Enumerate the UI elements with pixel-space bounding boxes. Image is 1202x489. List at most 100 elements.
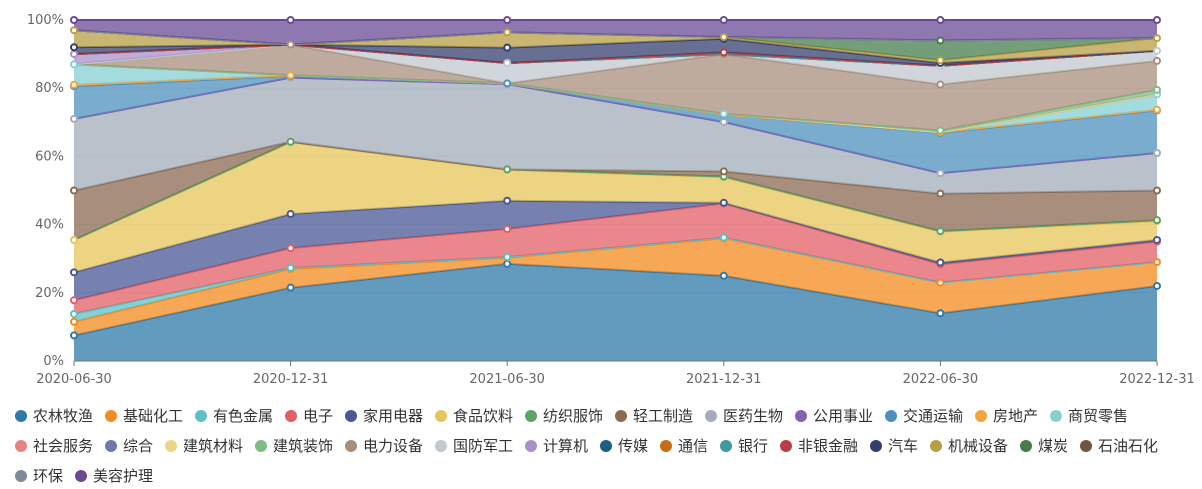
data-point[interactable] — [1153, 281, 1161, 290]
data-point[interactable] — [1153, 216, 1161, 225]
legend-item-农林牧渔[interactable]: 农林牧渔 — [15, 407, 93, 425]
legend-item-非银金融[interactable]: 非银金融 — [780, 437, 858, 455]
data-point[interactable] — [1153, 46, 1161, 55]
legend[interactable]: 农林牧渔 基础化工 有色金属 电子 家用电器 食品饮料 纺织服饰 轻工制造 医药生物 公用事业 交通… — [15, 407, 1158, 485]
data-point[interactable] — [1153, 56, 1161, 65]
data-point[interactable] — [936, 80, 945, 89]
data-point[interactable] — [936, 309, 945, 318]
data-point[interactable] — [70, 235, 78, 244]
data-point[interactable] — [936, 126, 945, 135]
legend-item-家用电器[interactable]: 家用电器 — [345, 407, 423, 425]
data-point[interactable] — [70, 114, 78, 123]
legend-item-社会服务[interactable]: 社会服务 — [15, 437, 93, 455]
legend-marker — [345, 410, 357, 422]
data-point[interactable] — [286, 210, 295, 219]
data-point[interactable] — [70, 80, 78, 89]
data-point[interactable] — [503, 259, 512, 268]
legend-item-食品饮料[interactable]: 食品饮料 — [435, 407, 513, 425]
data-point[interactable] — [1153, 235, 1161, 244]
data-point[interactable] — [286, 40, 295, 49]
legend-item-汽车[interactable]: 汽车 — [870, 437, 918, 455]
data-point[interactable] — [70, 317, 78, 326]
data-point[interactable] — [503, 79, 512, 88]
legend-item-美容护理[interactable]: 美容护理 — [75, 467, 153, 485]
legend-item-商贸零售[interactable]: 商贸零售 — [1050, 407, 1128, 425]
data-point[interactable] — [503, 16, 512, 24]
legend-item-计算机[interactable]: 计算机 — [525, 437, 588, 455]
legend-item-公用事业[interactable]: 公用事业 — [795, 407, 873, 425]
legend-item-电力设备[interactable]: 电力设备 — [345, 437, 423, 455]
data-point[interactable] — [503, 225, 512, 234]
data-point[interactable] — [936, 227, 945, 236]
area-轻工制造 — [74, 141, 1157, 240]
data-point[interactable] — [1153, 85, 1161, 94]
data-point[interactable] — [70, 60, 78, 69]
data-point[interactable] — [503, 58, 512, 67]
data-point[interactable] — [719, 109, 728, 118]
data-point[interactable] — [936, 16, 945, 24]
legend-item-通信[interactable]: 通信 — [660, 437, 708, 455]
data-point[interactable] — [1153, 16, 1161, 24]
data-point[interactable] — [70, 296, 78, 305]
data-point[interactable] — [503, 165, 512, 174]
data-point[interactable] — [286, 71, 295, 80]
data-point[interactable] — [719, 167, 728, 176]
data-point[interactable] — [936, 36, 945, 45]
data-point[interactable] — [1153, 186, 1161, 195]
data-point[interactable] — [503, 252, 512, 261]
legend-item-传媒[interactable]: 传媒 — [600, 437, 648, 455]
legend-item-纺织服饰[interactable]: 纺织服饰 — [525, 407, 603, 425]
legend-item-轻工制造[interactable]: 轻工制造 — [615, 407, 693, 425]
legend-item-石油石化[interactable]: 石油石化 — [1080, 437, 1158, 455]
legend-item-交通运输[interactable]: 交通运输 — [885, 407, 963, 425]
data-point[interactable] — [70, 26, 78, 35]
legend-item-煤炭[interactable]: 煤炭 — [1020, 437, 1068, 455]
data-point[interactable] — [70, 186, 78, 195]
data-point[interactable] — [503, 28, 512, 37]
data-point[interactable] — [70, 43, 78, 52]
data-point[interactable] — [719, 198, 728, 207]
legend-item-国防军工[interactable]: 国防军工 — [435, 437, 513, 455]
data-point[interactable] — [936, 189, 945, 198]
data-point[interactable] — [719, 117, 728, 126]
data-point[interactable] — [719, 16, 728, 24]
data-point[interactable] — [286, 263, 295, 272]
data-point[interactable] — [70, 268, 78, 277]
data-point[interactable] — [1153, 105, 1161, 114]
data-point[interactable] — [286, 16, 295, 24]
legend-item-电子[interactable]: 电子 — [285, 407, 333, 425]
legend-item-建筑材料[interactable]: 建筑材料 — [165, 437, 243, 455]
legend-item-机械设备[interactable]: 机械设备 — [930, 437, 1008, 455]
data-point[interactable] — [70, 309, 78, 318]
legend-item-医药生物[interactable]: 医药生物 — [705, 407, 783, 425]
data-point[interactable] — [70, 331, 78, 340]
legend-item-基础化工[interactable]: 基础化工 — [105, 407, 183, 425]
x-tick-label: 2021-06-30 — [469, 372, 545, 387]
data-point[interactable] — [1153, 34, 1161, 43]
data-point[interactable] — [936, 278, 945, 287]
data-point[interactable] — [503, 196, 512, 205]
data-point[interactable] — [719, 271, 728, 280]
data-point[interactable] — [70, 50, 78, 59]
legend-item-房地产[interactable]: 房地产 — [975, 407, 1038, 425]
legend-item-综合[interactable]: 综合 — [105, 437, 153, 455]
data-point[interactable] — [719, 48, 728, 57]
data-point[interactable] — [503, 43, 512, 52]
data-point[interactable] — [936, 258, 945, 267]
legend-item-银行[interactable]: 银行 — [720, 437, 768, 455]
data-point[interactable] — [1153, 148, 1161, 157]
legend-marker — [720, 440, 732, 452]
data-point[interactable] — [936, 56, 945, 65]
data-point[interactable] — [719, 233, 728, 242]
legend-item-建筑装饰[interactable]: 建筑装饰 — [255, 437, 333, 455]
data-point[interactable] — [286, 137, 295, 146]
data-point[interactable] — [286, 244, 295, 253]
data-point[interactable] — [936, 169, 945, 178]
legend-item-环保[interactable]: 环保 — [15, 467, 63, 485]
data-point[interactable] — [1153, 258, 1161, 267]
legend-item-有色金属[interactable]: 有色金属 — [195, 407, 273, 425]
data-point[interactable] — [286, 283, 295, 292]
data-point[interactable] — [719, 33, 728, 42]
y-tick-label: 20% — [35, 286, 64, 301]
data-point[interactable] — [70, 16, 78, 24]
